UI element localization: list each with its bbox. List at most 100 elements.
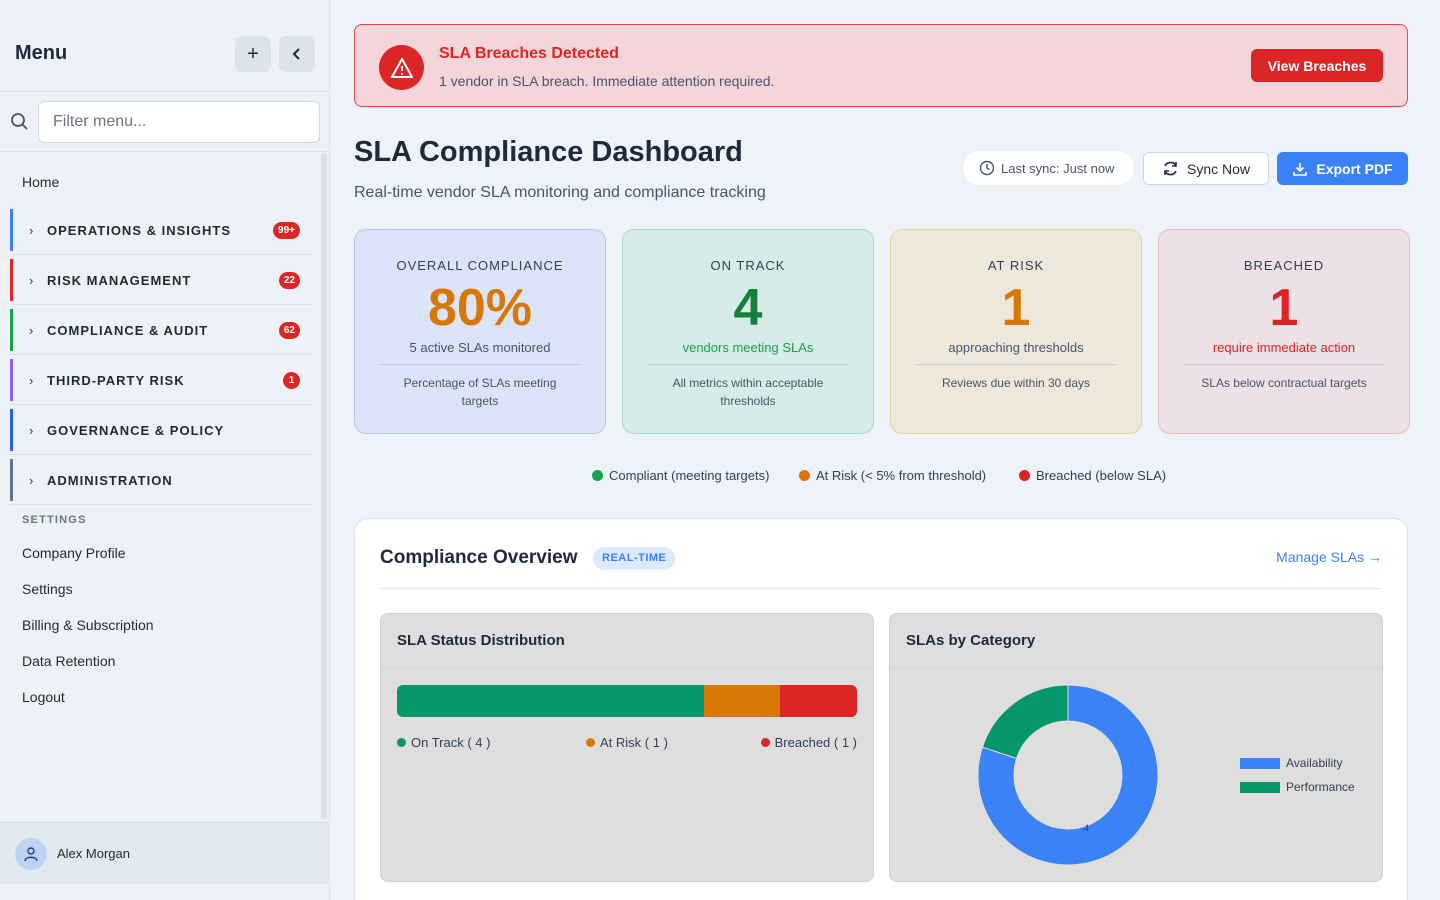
manage-slas-label: Manage SLAs <box>1276 549 1365 565</box>
chevron-right-icon: › <box>29 222 34 238</box>
sidebar: Menu + Home › OPERATIONS & INSIGHTS 99+ › RI… <box>0 0 330 900</box>
card-title: ON TRACK <box>710 258 786 273</box>
divider <box>916 364 1116 365</box>
card-note: All metrics within acceptable thresholds <box>672 376 824 408</box>
warning-icon <box>379 45 424 90</box>
section-label: GOVERNANCE & POLICY <box>47 422 225 438</box>
view-breaches-button[interactable]: View Breaches <box>1251 49 1383 82</box>
sidebar-section-governance-policy[interactable]: › GOVERNANCE & POLICY <box>10 409 312 451</box>
chevron-right-icon: › <box>29 272 34 288</box>
bar-segment[interactable] <box>397 685 704 717</box>
donut-slice-performance[interactable] <box>981 684 1069 759</box>
chevron-right-icon: › <box>29 422 34 438</box>
divider <box>380 364 580 365</box>
filter-menu-input[interactable] <box>38 101 320 143</box>
sync-now-button[interactable]: Sync Now <box>1143 152 1269 185</box>
sidebar-item-logout[interactable]: Logout <box>22 689 65 705</box>
last-sync-text: Last sync: Just now <box>1001 160 1115 176</box>
card-description: require immediate action <box>1212 340 1356 355</box>
legend-dot <box>799 470 810 481</box>
legend-swatch <box>1240 781 1280 793</box>
status-stacked-bar <box>397 685 857 717</box>
section-label: OPERATIONS & INSIGHTS <box>47 222 231 238</box>
donut-legend-label: Availability <box>1286 756 1343 770</box>
sidebar-section-risk-management[interactable]: › RISK MANAGEMENT 22 <box>10 259 312 301</box>
bar-legend-label: On Track ( 4 ) <box>411 735 491 750</box>
card-description: 5 active SLAs monitored <box>409 340 551 355</box>
card-note: SLAs below contractual targets <box>1201 376 1367 390</box>
donut-slice-availability[interactable] <box>977 684 1159 866</box>
sidebar-section-administration[interactable]: › ADMINISTRATION <box>10 459 312 501</box>
bar-segment[interactable] <box>703 685 781 717</box>
sidebar-scrollbar[interactable] <box>321 153 327 819</box>
section-label: COMPLIANCE & AUDIT <box>47 322 209 338</box>
stat-card-breached[interactable]: BREACHED 1 require immediate action SLAs be… <box>1158 229 1410 434</box>
sidebar-title: Menu <box>15 42 68 64</box>
stat-card-on-track[interactable]: ON TRACK 4 vendors meeting SLAs All metrics… <box>622 229 874 434</box>
avatar <box>15 838 47 870</box>
stat-card-at-risk[interactable]: AT RISK 1 approaching thresholds Reviews du… <box>890 229 1142 434</box>
divider <box>890 668 1382 669</box>
export-pdf-label: Export PDF <box>1316 160 1393 177</box>
card-value: 1 <box>1001 279 1031 337</box>
card-value: 80% <box>427 279 533 337</box>
sidebar-header: Menu + <box>0 0 329 92</box>
realtime-badge: REAL-TIME <box>593 547 676 570</box>
bar-segment[interactable] <box>780 685 857 717</box>
card-value: 4 <box>733 279 763 337</box>
stat-card-overall-compliance[interactable]: OVERALL COMPLIANCE 80% 5 active SLAs monit… <box>354 229 606 434</box>
bar-legend-label: Breached ( 1 ) <box>774 735 857 750</box>
user-icon <box>24 847 38 862</box>
settings-heading: SETTINGS <box>22 514 87 526</box>
card-title: AT RISK <box>987 258 1045 273</box>
legend-dot <box>592 470 603 481</box>
sidebar-item-company-profile[interactable]: Company Profile <box>22 545 126 561</box>
divider <box>1184 364 1384 365</box>
sidebar-item-home[interactable]: Home <box>22 174 60 190</box>
user-profile[interactable]: Alex Morgan <box>0 822 330 884</box>
chevron-right-icon: › <box>29 372 34 388</box>
sidebar-item-data-retention[interactable]: Data Retention <box>22 653 116 669</box>
card-title: BREACHED <box>1243 258 1325 273</box>
collapse-sidebar-button[interactable] <box>279 36 315 72</box>
alert-title: SLA Breaches Detected <box>439 45 619 62</box>
manage-slas-link[interactable]: Manage SLAs → <box>1276 549 1382 565</box>
card-title: OVERALL COMPLIANCE <box>396 258 564 273</box>
legend-item: Compliant (meeting targets) <box>592 468 769 483</box>
card-note: Percentage of SLAs meeting targets <box>403 376 557 408</box>
export-pdf-button[interactable]: Export PDF <box>1277 152 1408 185</box>
section-label: ADMINISTRATION <box>47 472 173 488</box>
sidebar-search <box>0 92 329 152</box>
count-badge: 99+ <box>273 222 300 239</box>
count-badge: 1 <box>283 372 300 389</box>
divider <box>380 588 1382 589</box>
add-button[interactable]: + <box>235 36 271 72</box>
bar-legend-item: On Track ( 4 ) <box>397 735 490 750</box>
donut-data-label: 4 <box>1084 823 1089 833</box>
page-subtitle: Real-time vendor SLA monitoring and comp… <box>354 184 766 201</box>
sidebar-item-settings[interactable]: Settings <box>22 581 73 597</box>
divider <box>10 504 312 505</box>
section-label: RISK MANAGEMENT <box>47 272 192 288</box>
sidebar-section-compliance-audit[interactable]: › COMPLIANCE & AUDIT 62 <box>10 309 312 351</box>
compliance-overview-panel: Compliance Overview REAL-TIME Manage SLA… <box>354 518 1408 900</box>
overview-title: Compliance Overview <box>380 547 578 568</box>
legend-dot <box>397 738 406 747</box>
divider <box>648 364 848 365</box>
divider <box>10 254 312 255</box>
card-description: approaching thresholds <box>948 340 1084 355</box>
page-title: SLA Compliance Dashboard <box>354 136 743 168</box>
legend-dot <box>760 738 770 747</box>
arrow-right-icon: → <box>1368 549 1382 565</box>
category-chart-panel: SLAs by Category 4 Availability Performan… <box>889 613 1383 882</box>
sidebar-section-third-party-risk[interactable]: › THIRD-PARTY RISK 1 <box>10 359 312 401</box>
donut-legend-label: Performance <box>1286 780 1355 794</box>
divider <box>381 668 873 669</box>
sidebar-item-billing-subscription[interactable]: Billing & Subscription <box>22 617 154 633</box>
divider <box>10 404 312 405</box>
breach-alert-banner: SLA Breaches Detected 1 vendor in SLA br… <box>354 24 1408 107</box>
sidebar-section-operations-insights[interactable]: › OPERATIONS & INSIGHTS 99+ <box>10 209 312 251</box>
divider <box>10 454 312 455</box>
search-icon <box>11 113 28 130</box>
count-badge: 62 <box>278 322 300 339</box>
